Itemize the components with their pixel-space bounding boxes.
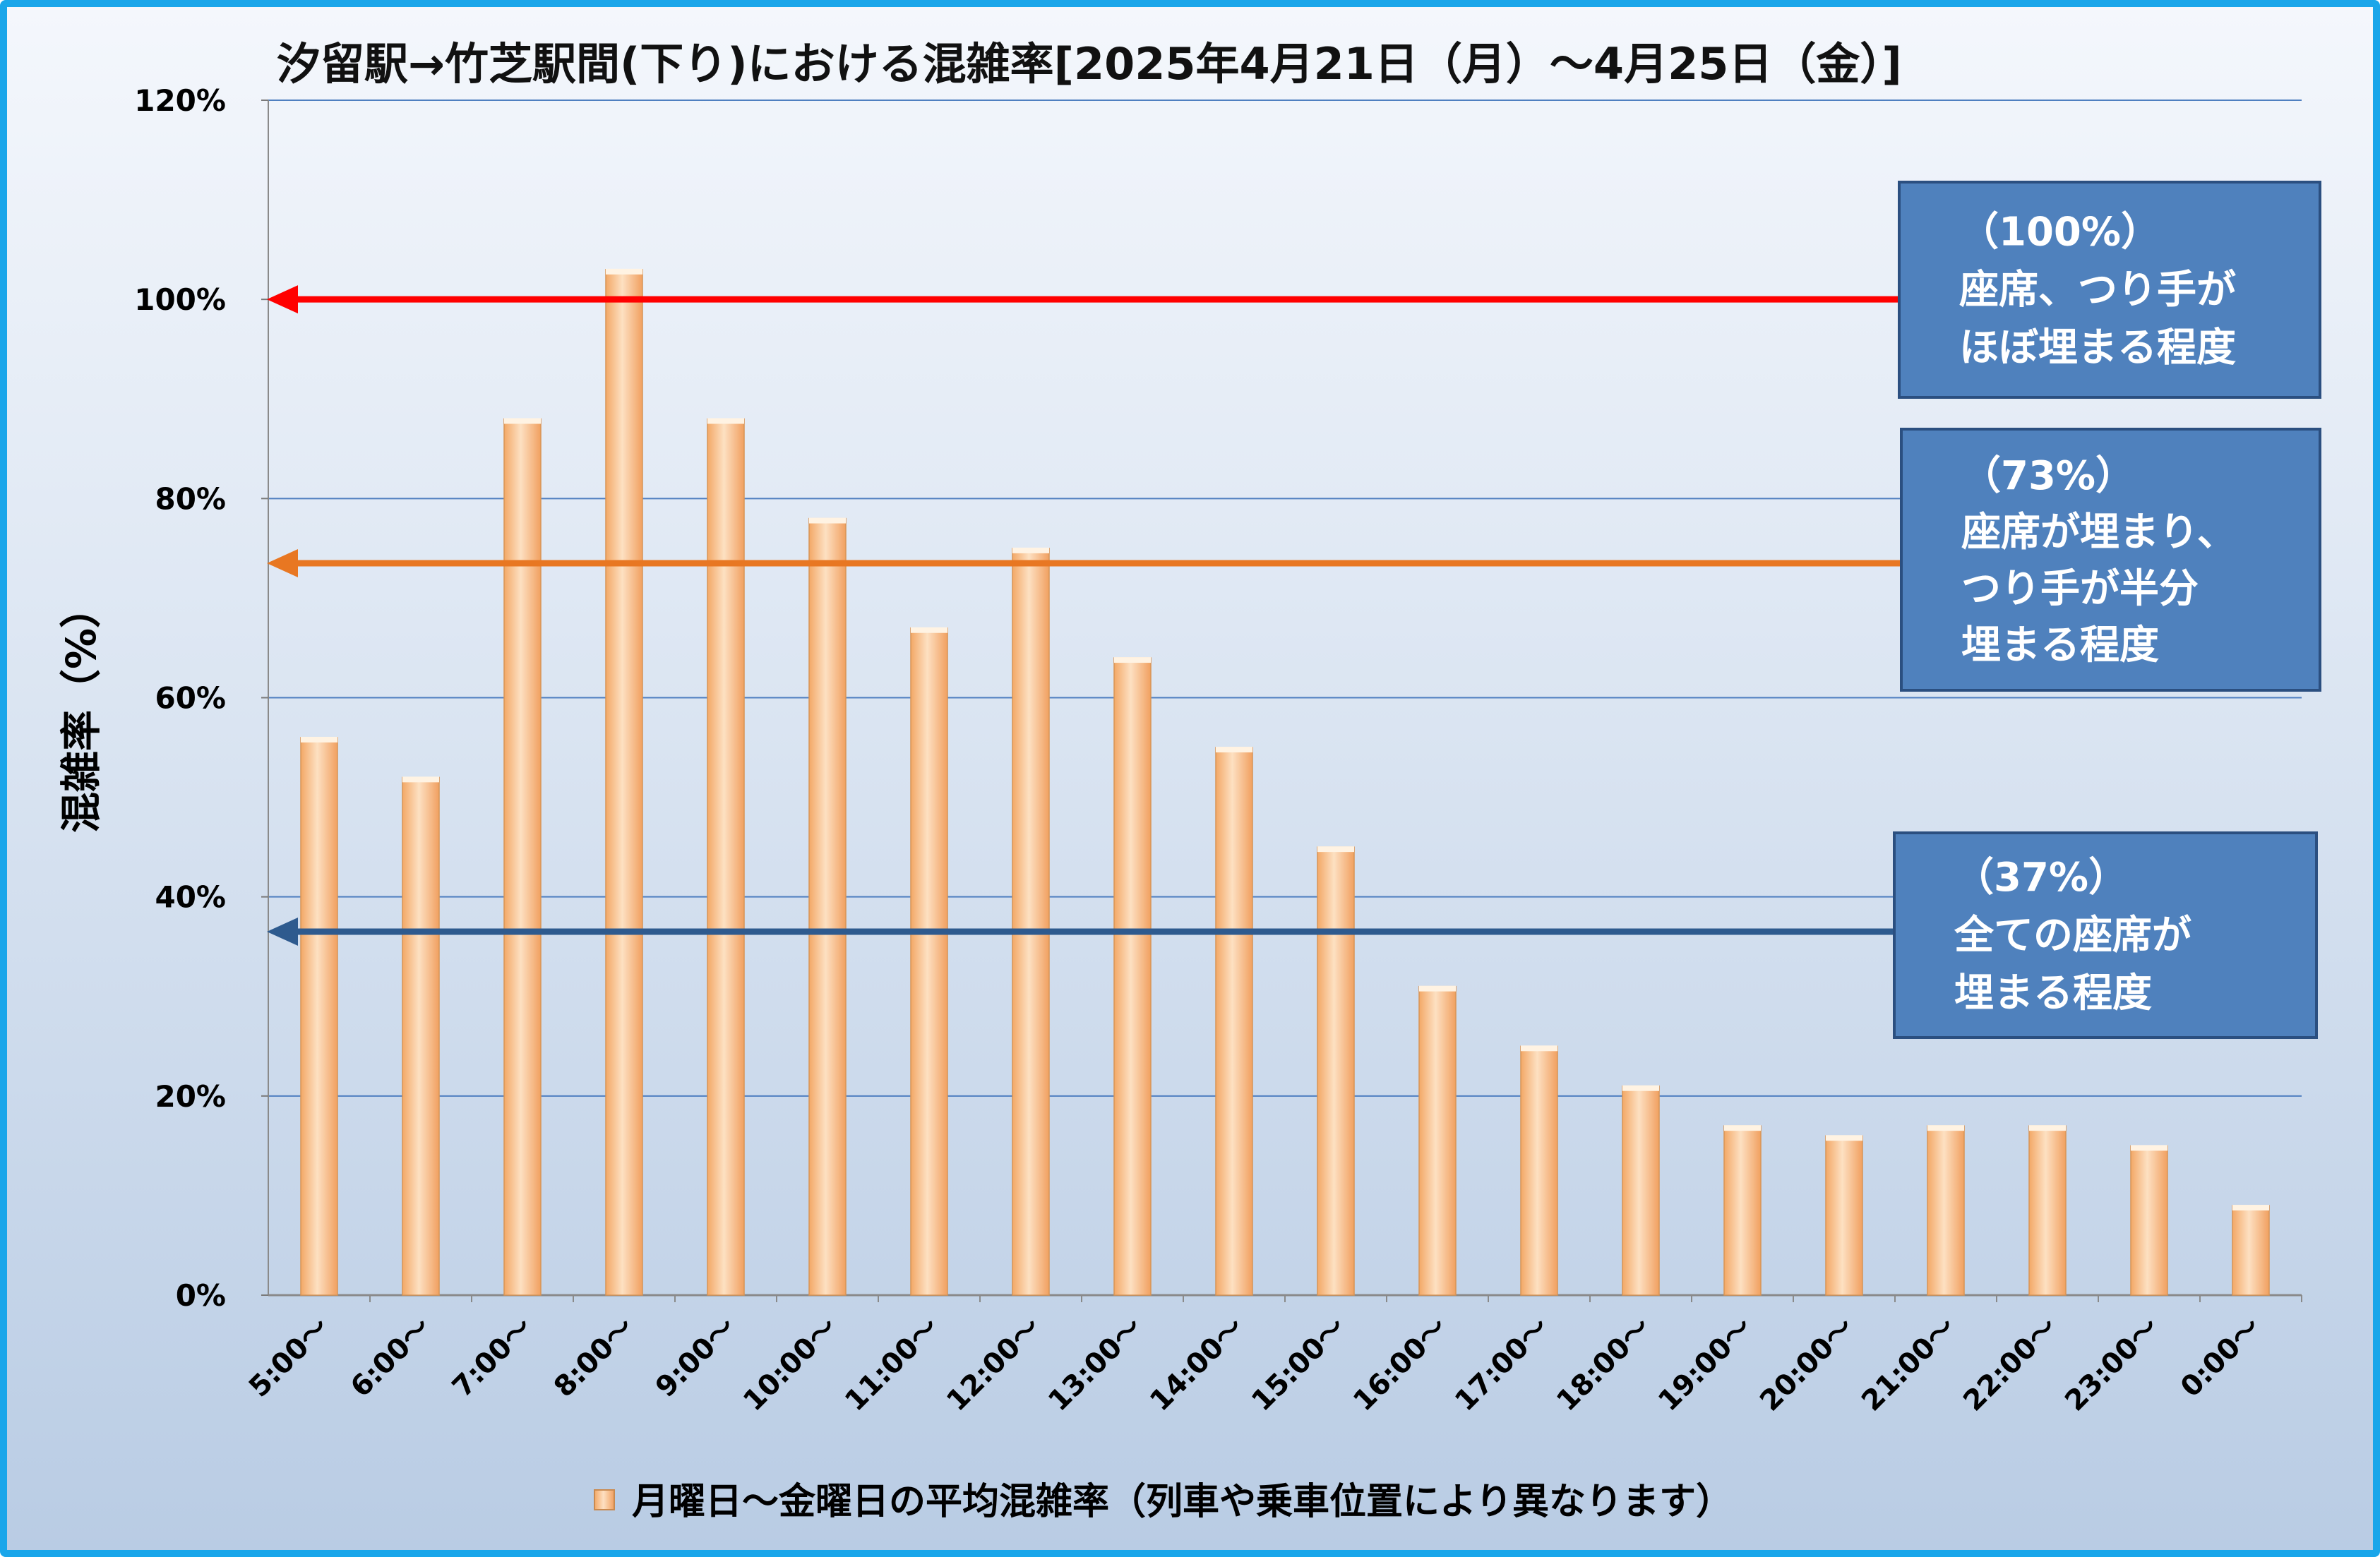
annotation-text: ほぼ埋まる程度	[1959, 325, 2236, 371]
bar-highlight	[1317, 846, 1354, 853]
bar	[1927, 1125, 1965, 1296]
bar	[2232, 1205, 2270, 1296]
bar	[402, 776, 440, 1296]
x-tick-label: 17:00～	[1449, 1311, 1555, 1418]
bar	[707, 418, 745, 1296]
x-tick-label: 23:00～	[2059, 1311, 2165, 1418]
annotation-text: 座席が埋まり、	[1961, 510, 2237, 555]
bar-highlight	[2131, 1145, 2167, 1151]
bar	[605, 269, 643, 1296]
annotation-text: （73%）	[1961, 453, 2135, 499]
bar-highlight	[301, 736, 337, 743]
annotation-text: つり手が半分	[1961, 566, 2199, 612]
x-tick-label: 13:00～	[1042, 1311, 1149, 1418]
x-tick-label: 14:00～	[1144, 1311, 1250, 1418]
bar	[1622, 1085, 1660, 1296]
bar	[1520, 1045, 1558, 1296]
x-tick-label: 12:00～	[940, 1311, 1047, 1418]
reference-arrowhead	[267, 549, 298, 578]
bar	[808, 517, 847, 1296]
annotation-text: （100%）	[1959, 210, 2160, 256]
annotation-text: 座席、つり手が	[1959, 267, 2236, 313]
annotation-text: 全ての座席が	[1954, 913, 2191, 958]
bar-highlight	[1012, 547, 1049, 553]
y-tick-label: 80%	[155, 481, 226, 516]
bar	[2130, 1145, 2168, 1296]
bar	[1012, 548, 1050, 1296]
bar-highlight	[2029, 1125, 2066, 1131]
bar-highlight	[606, 268, 642, 275]
annotation-text: 埋まる程度	[1961, 623, 2159, 668]
annotation-box	[1900, 428, 2321, 692]
bar-highlight	[1622, 1085, 1659, 1091]
y-tick-label: 0%	[176, 1278, 226, 1313]
x-tick-label: 16:00～	[1347, 1311, 1454, 1418]
annotation-box	[1893, 831, 2318, 1039]
bar-highlight	[402, 776, 439, 783]
bar-highlight	[707, 418, 744, 424]
bar-highlight	[2232, 1205, 2269, 1211]
bar	[2028, 1125, 2067, 1296]
x-tick-label: 11:00～	[839, 1311, 945, 1418]
y-tick-label: 40%	[155, 880, 226, 915]
legend: 月曜日～金曜日の平均混雑率（列車や乗車位置により異なります）	[594, 1481, 1733, 1523]
reference-arrowhead	[267, 918, 298, 946]
x-tick-label: 8:00～	[548, 1311, 640, 1404]
bar	[1723, 1125, 1762, 1296]
bar	[1418, 985, 1457, 1296]
y-tick-label: 20%	[155, 1079, 226, 1114]
legend-swatch	[594, 1489, 615, 1510]
x-tick-label: 0:00～	[2175, 1311, 2267, 1404]
bar-highlight	[1927, 1125, 1964, 1131]
bar	[1825, 1135, 1863, 1296]
x-tick-label: 7:00～	[446, 1311, 539, 1404]
x-tick-label: 6:00～	[345, 1311, 437, 1404]
x-tick-label: 5:00～	[243, 1311, 335, 1404]
x-tick-label: 21:00～	[1855, 1311, 1962, 1418]
legend-label: 月曜日～金曜日の平均混雑率（列車や乗車位置により異なります）	[632, 1481, 1733, 1523]
annotation-text: （37%）	[1954, 855, 2128, 901]
x-tick-label: 10:00～	[737, 1311, 844, 1418]
y-tick-label: 100%	[134, 282, 226, 317]
bar	[1215, 747, 1253, 1296]
bar	[503, 418, 542, 1296]
annotation-box	[1898, 181, 2321, 399]
bar-highlight	[1724, 1125, 1761, 1131]
annotation-text: 埋まる程度	[1954, 970, 2152, 1016]
bar-highlight	[911, 627, 947, 633]
bar	[1317, 846, 1355, 1296]
x-tick-label: 20:00～	[1754, 1311, 1860, 1418]
x-tick-label: 19:00～	[1652, 1311, 1759, 1418]
bar-highlight	[1114, 657, 1151, 663]
bar-highlight	[1521, 1045, 1557, 1052]
reference-arrowhead	[267, 285, 298, 314]
bar	[1113, 657, 1152, 1296]
x-tick-label: 18:00～	[1550, 1311, 1657, 1418]
bar	[300, 737, 338, 1296]
y-tick-label: 60%	[155, 681, 226, 716]
x-tick-label: 15:00～	[1245, 1311, 1352, 1418]
bar-highlight	[1216, 747, 1252, 753]
bar	[910, 627, 948, 1296]
bar-highlight	[1419, 985, 1456, 992]
bar-highlight	[809, 517, 846, 524]
y-tick-label: 120%	[134, 83, 226, 118]
bar-highlight	[1826, 1135, 1862, 1141]
bar-highlight	[504, 418, 541, 424]
x-tick-label: 9:00～	[650, 1311, 742, 1404]
chart-title: 汐留駅→竹芝駅間(下り)における混雑率[2025年4月21日（月）～4月25日（…	[277, 38, 1902, 90]
x-tick-label: 22:00～	[1957, 1311, 2064, 1418]
y-axis-label: 混雑率（%）	[57, 587, 105, 833]
